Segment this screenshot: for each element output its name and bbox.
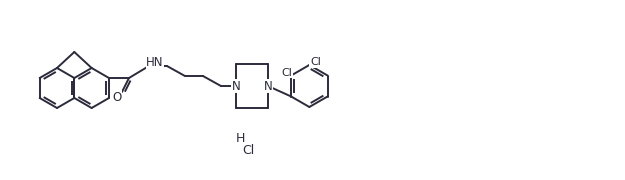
Text: Cl: Cl [310,57,321,67]
Text: N: N [232,80,241,93]
Text: HN: HN [146,55,164,69]
Text: H: H [235,132,244,145]
Text: O: O [112,91,122,104]
Text: Cl: Cl [282,68,292,78]
Text: Cl: Cl [242,143,254,156]
Text: N: N [264,80,272,93]
